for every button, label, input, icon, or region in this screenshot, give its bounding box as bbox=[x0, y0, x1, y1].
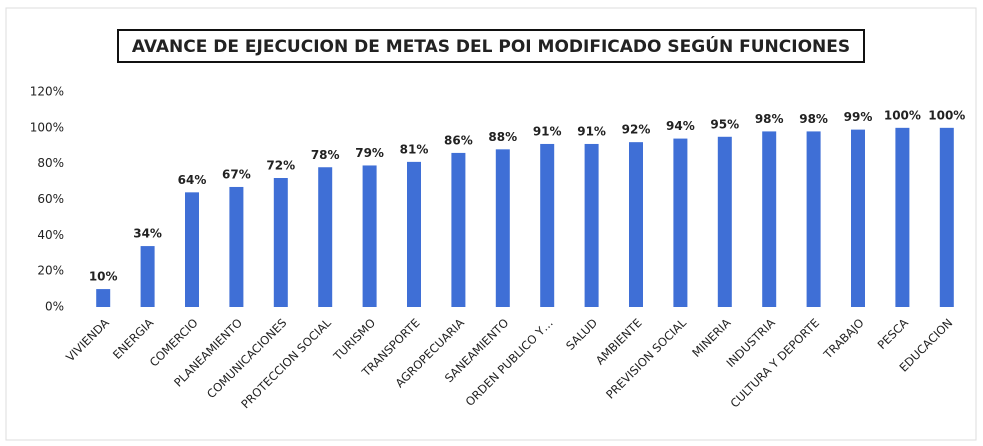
bar bbox=[851, 129, 865, 307]
y-tick-label: 100% bbox=[30, 120, 64, 134]
bar bbox=[229, 186, 244, 307]
chart-title: AVANCE DE EJECUCION DE METAS DEL POI MOD… bbox=[132, 35, 850, 57]
value-label: 78% bbox=[311, 148, 340, 162]
bar bbox=[584, 143, 599, 307]
value-label: 86% bbox=[444, 133, 473, 147]
bar bbox=[939, 127, 954, 307]
y-tick-label: 20% bbox=[37, 264, 64, 278]
bar bbox=[451, 152, 466, 307]
bar bbox=[895, 127, 910, 307]
bar bbox=[273, 178, 288, 307]
value-label: 91% bbox=[577, 124, 606, 138]
value-label: 99% bbox=[844, 110, 873, 124]
bar bbox=[140, 246, 155, 307]
value-label: 88% bbox=[488, 130, 517, 144]
value-label: 81% bbox=[400, 142, 429, 156]
bar bbox=[407, 161, 421, 307]
value-label: 34% bbox=[133, 227, 162, 241]
value-label: 95% bbox=[710, 117, 739, 131]
value-label: 98% bbox=[755, 112, 784, 126]
bar bbox=[673, 138, 688, 307]
bar bbox=[185, 192, 199, 307]
y-tick-label: 60% bbox=[37, 192, 64, 206]
bar bbox=[762, 131, 777, 307]
value-label: 79% bbox=[355, 146, 384, 160]
bar bbox=[96, 289, 111, 307]
y-tick-label: 120% bbox=[30, 85, 64, 99]
y-tick-label: 80% bbox=[37, 156, 64, 170]
bar bbox=[717, 136, 732, 307]
value-label: 100% bbox=[928, 108, 965, 122]
value-label: 67% bbox=[222, 167, 251, 181]
value-label: 92% bbox=[622, 123, 651, 137]
bar bbox=[540, 143, 555, 307]
bar bbox=[495, 149, 510, 307]
value-label: 100% bbox=[884, 108, 921, 122]
y-tick-label: 40% bbox=[37, 228, 64, 242]
y-tick-label: 0% bbox=[45, 300, 64, 314]
bar bbox=[629, 142, 643, 307]
bar bbox=[806, 131, 821, 307]
value-label: 64% bbox=[178, 173, 207, 187]
value-label: 72% bbox=[266, 159, 295, 173]
value-label: 94% bbox=[666, 119, 695, 133]
value-label: 98% bbox=[799, 112, 828, 126]
title-box bbox=[117, 29, 865, 63]
bar bbox=[362, 165, 377, 307]
value-label: 10% bbox=[89, 270, 118, 284]
value-label: 91% bbox=[533, 124, 562, 138]
bar bbox=[318, 167, 333, 307]
